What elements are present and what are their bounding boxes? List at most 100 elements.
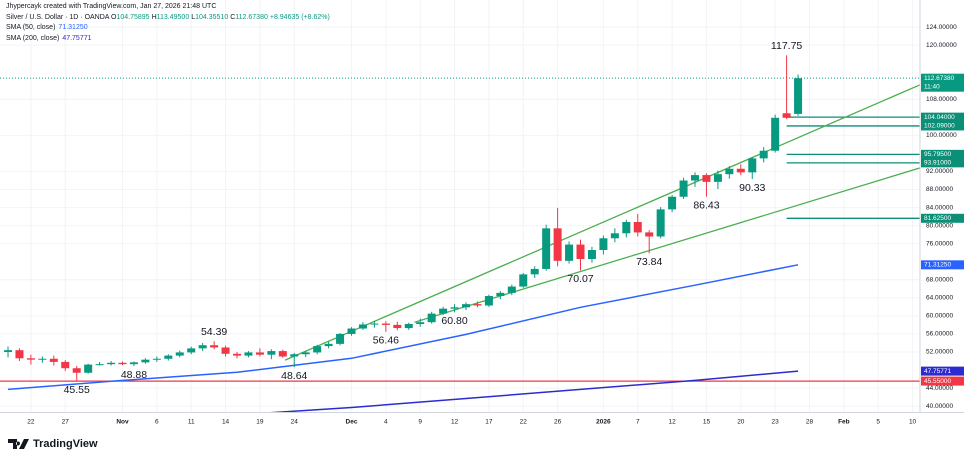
candle-body	[347, 328, 356, 334]
price-annotation: 90.33	[739, 182, 765, 194]
trendline	[284, 84, 920, 361]
x-tick-label: 20	[737, 419, 745, 426]
indicator-name: SMA (200, close)	[6, 34, 60, 42]
price-tag-label: 45.55000	[924, 378, 951, 385]
candle-body	[668, 196, 677, 210]
ohlc: O104.75895 H113.49500 L104.35510 C112.67380	[111, 14, 270, 21]
candle-body	[15, 350, 24, 359]
x-tick-label: 4	[384, 419, 388, 426]
price-tag	[921, 158, 964, 168]
x-tick-label: 27	[62, 419, 70, 426]
candle-body	[72, 368, 81, 373]
y-tick-label: 44.00000	[926, 385, 953, 392]
ohlc-key: H	[151, 13, 157, 21]
indicator-rows: SMA (50, close) 71.31250 SMA (200, close) 4…	[6, 23, 332, 44]
price-annotation: 56.46	[373, 335, 399, 347]
price-annotation: 73.84	[636, 256, 662, 268]
candle-body	[439, 308, 448, 314]
candle-body	[244, 352, 253, 356]
candle-body	[290, 354, 299, 357]
price-annotation: 60.80	[441, 315, 467, 327]
candle-body	[255, 352, 264, 355]
y-tick-label: 84.00000	[926, 204, 953, 211]
grid	[0, 0, 920, 412]
x-tick-label: 12	[668, 419, 676, 426]
change: +8.94635 (+8.62%)	[269, 13, 330, 21]
candle-body	[702, 175, 711, 182]
x-tick-label: 28	[806, 419, 814, 426]
price-tag-label: 104.04000	[924, 114, 955, 121]
indicator-name: SMA (50, close)	[6, 24, 56, 31]
candle-body	[473, 304, 482, 306]
candle-body	[610, 233, 619, 239]
candle-body	[381, 323, 390, 325]
candle-body	[633, 222, 642, 233]
candle-body	[129, 362, 138, 365]
x-tick-label: 12	[451, 419, 459, 426]
candle-body	[49, 358, 58, 362]
y-tick-label: 64.00000	[926, 295, 953, 302]
y-tick-label: 56.00000	[926, 331, 953, 338]
ohlc-key: O	[111, 13, 117, 21]
candle-body	[622, 222, 631, 234]
legend: Jhypercayk created with TradingView.com,…	[6, 2, 332, 44]
candle-body	[301, 352, 310, 355]
price-tag-label: 47.75771	[924, 368, 951, 375]
candle-body	[576, 244, 585, 260]
logo-text: TradingView	[33, 438, 98, 450]
x-tick-label: Dec	[346, 419, 358, 426]
candle-body	[507, 286, 516, 293]
price-tag	[921, 376, 964, 386]
x-tick-label: 15	[703, 419, 711, 426]
candle-body	[313, 346, 322, 353]
price-tag-label: 71.31250	[924, 262, 951, 269]
sma-line	[7, 264, 799, 391]
x-tick-label: 24	[291, 419, 299, 426]
price-tag	[921, 260, 964, 270]
price-annotation: 54.39	[201, 326, 227, 338]
candle-body	[404, 324, 413, 329]
candle-body	[542, 228, 551, 269]
candle-body	[61, 361, 70, 369]
sma-line	[269, 370, 799, 412]
candle-body	[794, 78, 803, 114]
indicator-value: 47.75771	[62, 34, 92, 42]
x-tick-label: 26	[554, 419, 562, 426]
price-annotation: 86.43	[693, 199, 719, 211]
candle-body	[656, 209, 665, 237]
price-annotation: 117.75	[771, 40, 802, 52]
price-tag-label: 93.91000	[924, 160, 951, 167]
price-annotation: 70.07	[567, 273, 593, 285]
y-tick-label: 80.00000	[926, 222, 953, 229]
branding: TradingView	[8, 438, 98, 450]
candle-body	[210, 345, 219, 348]
candle-body	[370, 323, 379, 325]
candle-body	[782, 113, 791, 118]
candle-body	[416, 322, 425, 325]
axes: 124.00000 120.00000 108.00000 100.00000 92.0…	[0, 0, 964, 426]
candle-body	[748, 158, 757, 173]
ohlc-value: 112.67380	[235, 13, 268, 21]
price-tag	[921, 149, 964, 159]
x-tick-label: 2026	[596, 419, 611, 426]
ohlc-key: L	[191, 13, 196, 21]
candle-body	[679, 180, 688, 197]
candle-body	[725, 168, 734, 175]
ohlc-value: 113.49500	[156, 13, 190, 21]
candle-body	[519, 274, 528, 287]
candle-body	[736, 168, 745, 173]
ohlc-value: 104.75895	[116, 13, 150, 21]
price-tag	[921, 213, 964, 223]
candle-body	[484, 296, 493, 306]
price-annotation: 48.88	[121, 369, 147, 381]
y-tick-label: 60.00000	[926, 313, 953, 320]
candle-body	[107, 362, 116, 365]
candle-body	[198, 345, 207, 349]
x-tick-label: 23	[772, 419, 780, 426]
y-tick-label: 88.00000	[926, 186, 953, 193]
candle-body	[358, 324, 367, 329]
y-tick-label: 92.00000	[926, 168, 953, 175]
candle-body	[4, 350, 13, 352]
